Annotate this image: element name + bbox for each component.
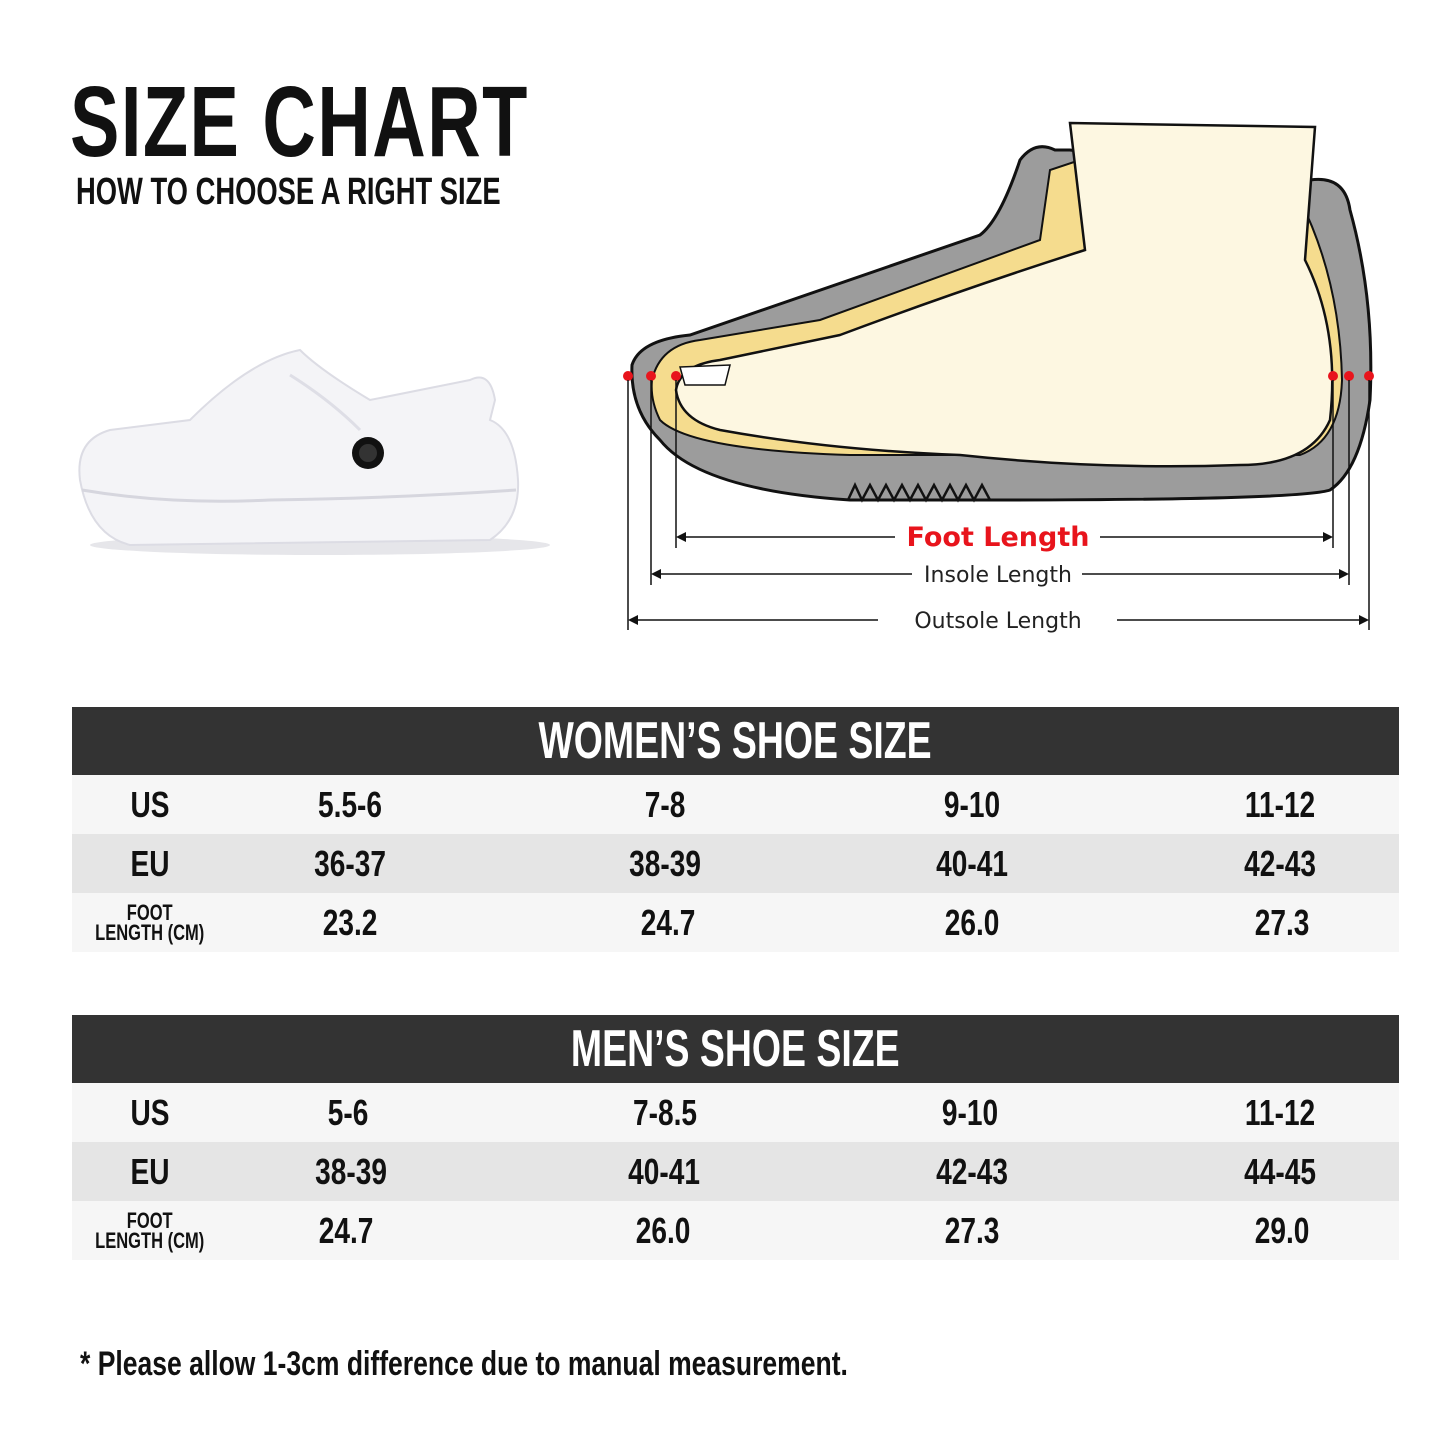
table-row-foot-length: FOOT LENGTH (CM) 24.7 26.0 27.3 29.0 <box>72 1201 1399 1260</box>
table-cell: 29.0 <box>1254 1209 1310 1251</box>
row-label: EU <box>130 1150 170 1192</box>
footnote: * Please allow 1-3cm difference due to m… <box>80 1345 848 1383</box>
table-cell: 38-39 <box>315 1150 387 1192</box>
mens-table-header: MEN’S SHOE SIZE <box>72 1015 1399 1083</box>
table-cell: 40-41 <box>936 842 1008 884</box>
foot-length-label: Foot Length <box>907 522 1090 553</box>
table-cell: 26.0 <box>944 901 1000 943</box>
table-cell: 36-37 <box>314 842 386 884</box>
table-cell: 27.3 <box>1254 901 1310 943</box>
table-row-foot-length: FOOT LENGTH (CM) 23.2 24.7 26.0 27.3 <box>72 893 1399 952</box>
table-cell: 24.7 <box>318 1209 374 1251</box>
table-cell: 9-10 <box>941 1091 999 1133</box>
table-cell: 11-12 <box>1244 783 1316 825</box>
table-row-eu: EU 36-37 38-39 40-41 42-43 <box>72 834 1399 893</box>
mens-table-title: MEN’S SHOE SIZE <box>571 1020 900 1078</box>
womens-table-title: WOMEN’S SHOE SIZE <box>538 712 933 770</box>
row-label: FOOT LENGTH (CM) <box>95 899 205 945</box>
outsole-length-label: Outsole Length <box>914 609 1081 634</box>
clog-shoe-image <box>78 348 550 555</box>
measurement-points <box>623 371 1374 381</box>
womens-size-table: WOMEN’S SHOE SIZE US 5.5-6 7-8 9-10 11-1… <box>72 707 1399 952</box>
row-label: EU <box>130 842 170 884</box>
table-cell: 5.5-6 <box>317 783 383 825</box>
page-subtitle: HOW TO CHOOSE A RIGHT SIZE <box>76 171 501 213</box>
womens-table-header: WOMEN’S SHOE SIZE <box>72 707 1399 775</box>
table-cell: 5-6 <box>327 1091 369 1133</box>
table-cell: 38-39 <box>629 842 701 884</box>
page-title: SIZE CHART <box>70 66 529 178</box>
table-cell: 42-43 <box>936 1150 1008 1192</box>
row-label: FOOT LENGTH (CM) <box>95 1207 205 1253</box>
table-cell: 27.3 <box>944 1209 1000 1251</box>
row-label: US <box>130 1091 170 1133</box>
table-cell: 11-12 <box>1244 1091 1316 1133</box>
table-cell: 7-8 <box>644 783 686 825</box>
table-cell: 40-41 <box>628 1150 700 1192</box>
table-cell: 44-45 <box>1244 1150 1316 1192</box>
table-row-us: US 5.5-6 7-8 9-10 11-12 <box>72 775 1399 834</box>
table-cell: 7-8.5 <box>632 1091 698 1133</box>
table-cell: 24.7 <box>640 901 696 943</box>
insole-length-label: Insole Length <box>924 563 1072 588</box>
table-row-eu: EU 38-39 40-41 42-43 44-45 <box>72 1142 1399 1201</box>
mens-size-table: MEN’S SHOE SIZE US 5-6 7-8.5 9-10 11-12 … <box>72 1015 1399 1260</box>
table-cell: 26.0 <box>635 1209 691 1251</box>
foot-measurement-diagram: Foot Length Insole Length Outsole Length <box>623 121 1374 634</box>
table-cell: 9-10 <box>943 783 1001 825</box>
table-cell: 42-43 <box>1244 842 1316 884</box>
table-cell: 23.2 <box>322 901 378 943</box>
foot-shape <box>674 121 1334 468</box>
row-label: US <box>130 783 170 825</box>
table-row-us: US 5-6 7-8.5 9-10 11-12 <box>72 1083 1399 1142</box>
